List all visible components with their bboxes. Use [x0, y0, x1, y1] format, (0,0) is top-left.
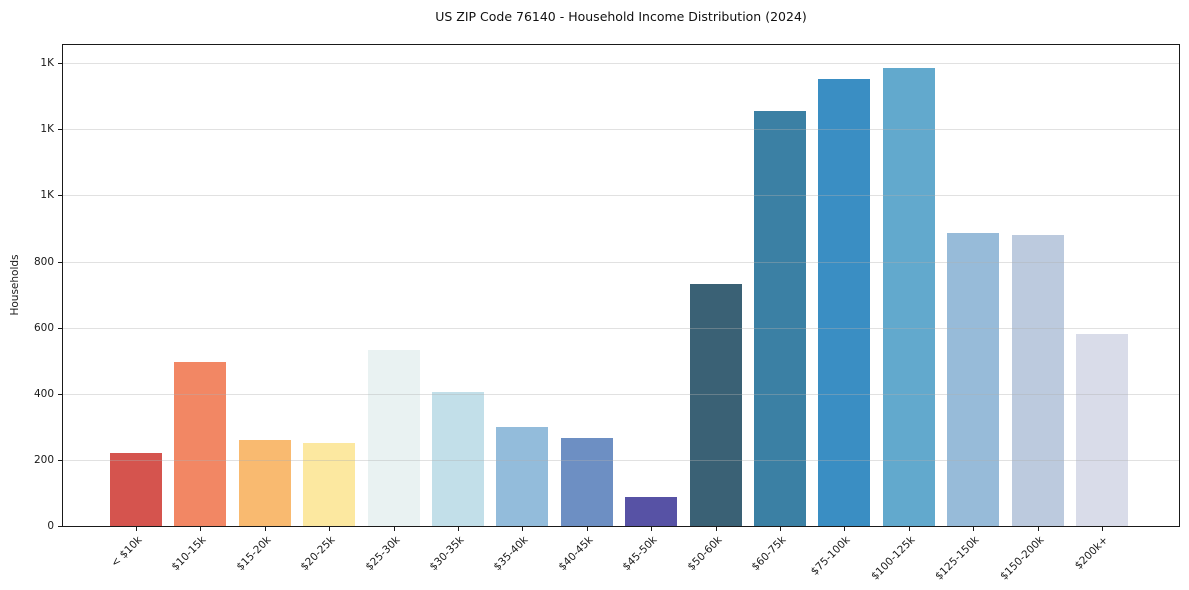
y-tick-label: 0	[47, 520, 54, 532]
y-tick-mark	[58, 393, 62, 395]
gridline	[63, 63, 1179, 65]
bar-$200k+	[1076, 334, 1128, 526]
y-tick-label: 1K	[40, 189, 54, 202]
x-tick-mark	[844, 527, 846, 531]
gridline	[63, 195, 1179, 197]
x-tick-label: $50-60k	[684, 534, 725, 574]
y-tick-mark	[58, 261, 62, 263]
y-tick-label: 600	[33, 321, 54, 334]
gridline	[63, 459, 1179, 461]
y-tick-label: 800	[33, 255, 54, 268]
bar-$25-30k	[367, 350, 420, 526]
x-tick-mark	[1037, 527, 1039, 531]
x-tick-mark	[458, 527, 459, 531]
bar-$60-75k	[754, 110, 806, 526]
gridline	[63, 261, 1179, 263]
gridline	[63, 393, 1179, 395]
bar-$30-35k	[432, 391, 484, 526]
y-tick-label: 1K	[40, 57, 54, 70]
bar-$45-50k	[625, 496, 678, 526]
bar-$10-15k	[174, 361, 227, 526]
x-tick-label: $40-45k	[556, 534, 596, 574]
bars-layer	[63, 45, 1179, 526]
x-tick-label: $10-15k	[169, 534, 209, 574]
y-tick-mark	[58, 195, 62, 197]
bar-$150-200k	[1011, 234, 1064, 526]
x-tick-label: < $10k	[108, 534, 145, 570]
x-tick-mark	[136, 527, 137, 531]
x-tick-mark	[780, 527, 781, 531]
x-tick-mark	[264, 527, 266, 531]
bar-$100-125k	[882, 68, 935, 526]
x-tick-mark	[200, 527, 202, 531]
x-tick-mark	[1102, 527, 1103, 531]
bar-$125-150k	[947, 232, 1000, 526]
x-tick-label: $100-125k	[868, 534, 918, 583]
bar-$40-45k	[560, 438, 613, 526]
x-tick-label: $150-200k	[997, 534, 1047, 583]
x-tick-label: $15-20k	[234, 534, 274, 574]
y-tick-mark	[58, 129, 62, 131]
bar-$50-60k	[689, 284, 742, 526]
y-tick-label: 1K	[40, 123, 54, 136]
bar-$35-40k	[496, 426, 549, 526]
gridline	[63, 327, 1179, 329]
bar-$15-20k	[238, 440, 291, 526]
x-tick-mark	[329, 527, 331, 531]
x-tick-label: $75-100k	[809, 534, 853, 578]
plot-area	[62, 44, 1180, 527]
gridline	[63, 129, 1179, 131]
x-tick-label: $25-30k	[362, 534, 403, 574]
x-tick-label: $35-40k	[491, 534, 531, 574]
y-tick-mark	[58, 459, 62, 461]
x-tick-mark	[651, 527, 653, 531]
bar-< $10k	[110, 453, 162, 526]
y-tick-mark	[58, 63, 62, 65]
gridlines-layer	[63, 45, 1179, 526]
bar-$20-25k	[303, 443, 356, 526]
x-tick-mark	[586, 527, 588, 531]
x-tick-mark	[522, 527, 524, 531]
x-tick-mark	[715, 527, 717, 531]
chart-title: US ZIP Code 76140 - Household Income Dis…	[435, 9, 807, 24]
y-tick-mark	[58, 526, 62, 527]
x-tick-mark	[973, 527, 975, 531]
bar-$75-100k	[818, 79, 871, 526]
y-tick-mark	[58, 327, 62, 329]
y-tick-label: 400	[33, 387, 54, 400]
x-tick-mark	[908, 527, 910, 531]
x-tick-mark	[393, 527, 395, 531]
y-tick-label: 200	[33, 453, 54, 466]
